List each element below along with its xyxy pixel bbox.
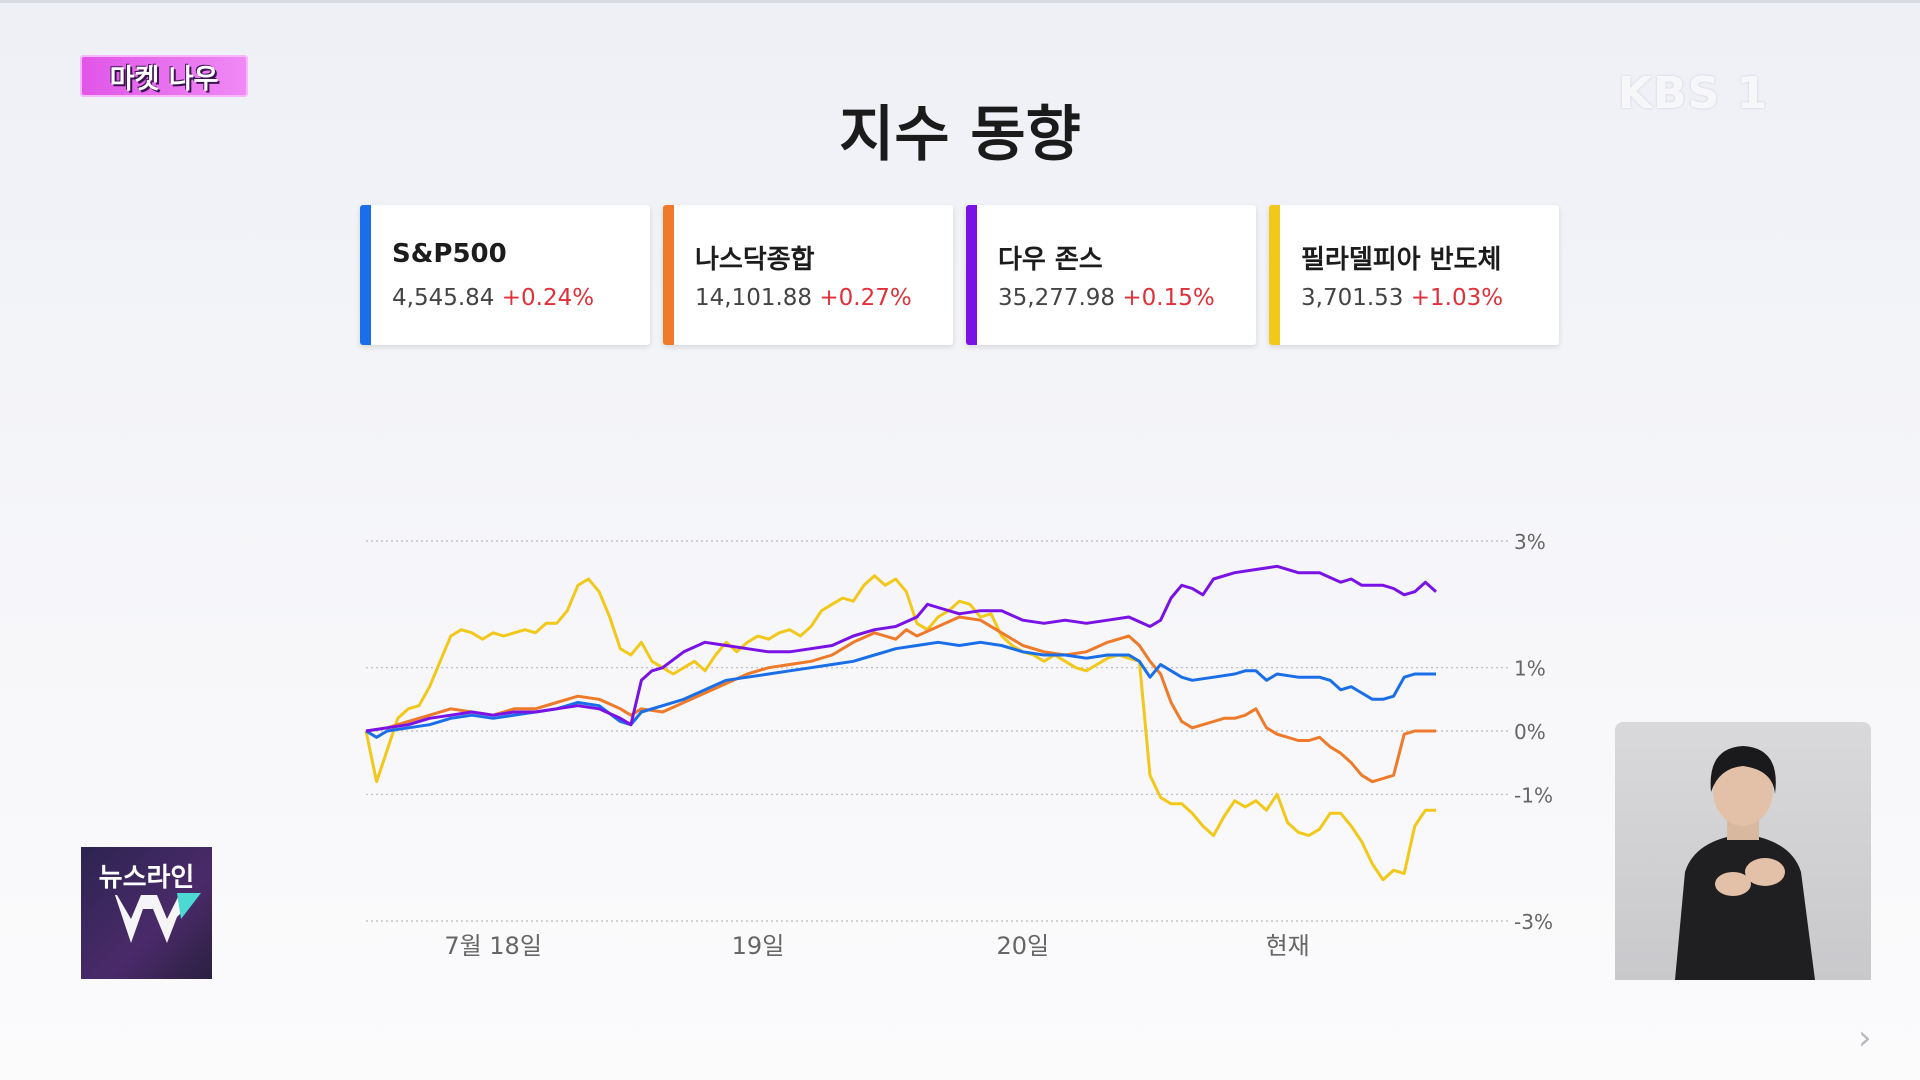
index-card-sp500: S&P500 4,545.84 +0.24%: [360, 205, 650, 345]
card-color-bar: [663, 205, 674, 345]
card-color-bar: [966, 205, 977, 345]
index-value-line: 3,701.53 +1.03%: [1301, 285, 1503, 311]
index-name: 나스닥종합: [695, 245, 815, 275]
index-name: 필라델피아 반도체: [1301, 245, 1502, 275]
index-value: 4,545.84: [392, 285, 495, 311]
x-tick-label: 20일: [997, 932, 1050, 960]
index-change: +1.03%: [1410, 285, 1504, 311]
interpreter-figure-icon: [1675, 746, 1815, 980]
w-logo-icon: [93, 893, 201, 943]
index-card-nasdaq: 나스닥종합 14,101.88 +0.27%: [663, 205, 953, 345]
page-title: 지수 동향: [839, 100, 1081, 170]
index-card-dow: 다우 존스 35,277.98 +0.15%: [966, 205, 1256, 345]
index-value: 14,101.88: [695, 285, 813, 311]
kbs-logo: KBS 1: [1618, 68, 1769, 119]
newsline-logo: 뉴스라인: [81, 847, 212, 979]
segment-badge: 마켓 나우: [80, 55, 248, 97]
top-border: [0, 0, 1920, 3]
series-line: [365, 640, 1436, 739]
index-value: 35,277.98: [998, 285, 1116, 311]
index-card-sox: 필라델피아 반도체 3,701.53 +1.03%: [1269, 205, 1559, 345]
newsline-text: 뉴스라인: [98, 863, 195, 893]
index-value: 3,701.53: [1301, 285, 1404, 311]
index-change: +0.15%: [1122, 285, 1215, 311]
index-name: S&P500: [392, 239, 507, 269]
index-value-line: 35,277.98 +0.15%: [998, 285, 1215, 311]
x-tick-label: 19일: [732, 932, 785, 960]
index-value-line: 14,101.88 +0.27%: [695, 285, 912, 311]
y-tick-label: -3%: [1514, 910, 1553, 934]
y-tick-label: 1%: [1514, 657, 1546, 681]
series-line: [365, 564, 1438, 733]
x-tick-label: 7월 18일: [444, 932, 542, 960]
card-color-bar: [360, 205, 371, 345]
sign-language-interpreter: [1615, 722, 1871, 980]
card-color-bar: [1269, 205, 1280, 345]
next-chevron-icon[interactable]: ›: [1858, 1018, 1872, 1058]
x-tick-label: 현재: [1266, 932, 1310, 960]
series-line: [364, 574, 1436, 882]
index-change: +0.27%: [819, 285, 912, 311]
series-line: [365, 615, 1436, 784]
index-name: 다우 존스: [998, 245, 1103, 275]
y-tick-label: 0%: [1514, 720, 1546, 744]
index-value-line: 4,545.84 +0.24%: [392, 285, 594, 311]
index-change: +0.24%: [501, 285, 595, 311]
y-tick-label: -1%: [1514, 783, 1553, 807]
y-tick-label: 3%: [1514, 530, 1546, 554]
